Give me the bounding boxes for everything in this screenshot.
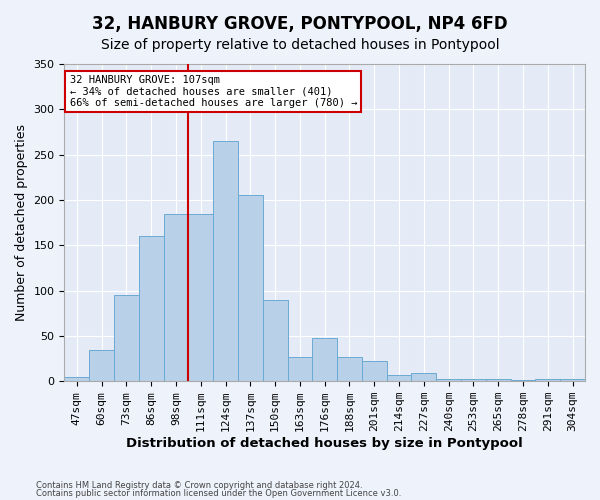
Bar	[287, 357, 313, 381]
X-axis label: Distribution of detached houses by size in Pontypool: Distribution of detached houses by size …	[127, 437, 523, 450]
Bar	[386, 375, 412, 381]
Bar	[486, 380, 511, 381]
Bar	[263, 300, 287, 381]
Bar	[188, 214, 213, 381]
Bar	[535, 378, 560, 381]
Bar	[511, 380, 535, 381]
Bar	[560, 380, 585, 381]
Bar	[313, 338, 337, 381]
Bar	[461, 380, 486, 381]
Bar	[89, 350, 114, 381]
Bar	[213, 141, 238, 381]
Text: 32, HANBURY GROVE, PONTYPOOL, NP4 6FD: 32, HANBURY GROVE, PONTYPOOL, NP4 6FD	[92, 15, 508, 33]
Bar	[412, 373, 436, 381]
Bar	[238, 196, 263, 381]
Y-axis label: Number of detached properties: Number of detached properties	[15, 124, 28, 321]
Text: 32 HANBURY GROVE: 107sqm
← 34% of detached houses are smaller (401)
66% of semi-: 32 HANBURY GROVE: 107sqm ← 34% of detach…	[70, 75, 357, 108]
Bar	[337, 357, 362, 381]
Bar	[436, 378, 461, 381]
Text: Size of property relative to detached houses in Pontypool: Size of property relative to detached ho…	[101, 38, 499, 52]
Bar	[114, 295, 139, 381]
Bar	[139, 236, 164, 381]
Bar	[362, 362, 386, 381]
Text: Contains HM Land Registry data © Crown copyright and database right 2024.: Contains HM Land Registry data © Crown c…	[36, 480, 362, 490]
Text: Contains public sector information licensed under the Open Government Licence v3: Contains public sector information licen…	[36, 489, 401, 498]
Bar	[164, 214, 188, 381]
Bar	[64, 376, 89, 381]
